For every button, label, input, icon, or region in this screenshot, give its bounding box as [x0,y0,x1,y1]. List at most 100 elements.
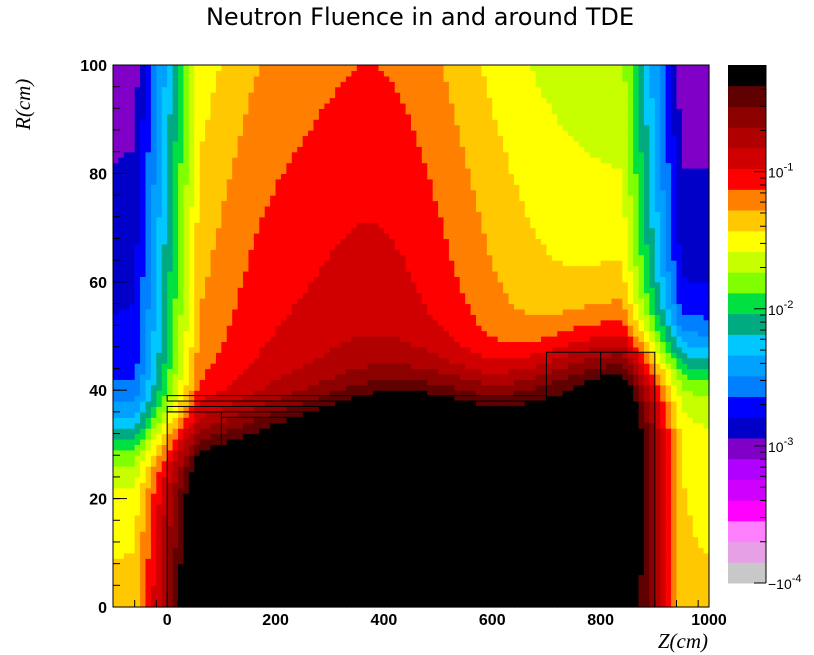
heatmap-cell [275,411,282,418]
heatmap-cell [345,113,352,120]
heatmap-cell [286,173,293,180]
heatmap-cell [194,81,201,88]
heatmap-cell [291,249,298,256]
heatmap-cell [345,563,352,570]
heatmap-cell [226,363,233,370]
heatmap-cell [199,482,206,489]
heatmap-cell [324,352,331,359]
heatmap-cell [345,162,352,169]
heatmap-cell [259,200,266,207]
heatmap-cell [232,341,239,348]
heatmap-cell [318,373,325,380]
heatmap-cell [253,373,260,380]
heatmap-cell [140,281,147,288]
heatmap-cell [215,238,222,245]
heatmap-cell [243,124,250,131]
heatmap-cell [172,596,179,603]
heatmap-cell [194,417,201,424]
heatmap-cell [221,541,228,548]
heatmap-cell [194,536,201,543]
heatmap-cell [161,341,168,348]
heatmap-cell [367,536,374,543]
heatmap-cell [329,173,336,180]
heatmap-cell [113,563,120,570]
heatmap-cell [183,151,190,158]
heatmap-cell [183,249,190,256]
heatmap-cell [297,222,304,229]
heatmap-cell [324,449,331,456]
heatmap-cell [362,384,369,391]
heatmap-cell [286,379,293,386]
heatmap-cell [280,184,287,191]
heatmap-cell [113,476,120,483]
heatmap-cell [308,70,315,77]
heatmap-cell [172,428,179,435]
heatmap-cell [215,157,222,164]
heatmap-cell [156,536,163,543]
heatmap-cell [123,325,130,332]
heatmap-cell [167,379,174,386]
heatmap-cell [194,444,201,451]
heatmap-cell [156,249,163,256]
heatmap-cell [156,124,163,131]
heatmap-cell [178,92,185,99]
heatmap-cell [264,552,271,559]
heatmap-cell [318,81,325,88]
heatmap-cell [194,438,201,445]
heatmap-cell [313,75,320,82]
heatmap-cell [188,417,195,424]
heatmap-cell [340,579,347,586]
heatmap-cell [302,466,309,473]
heatmap-cell [210,200,217,207]
heatmap-cell [123,130,130,137]
heatmap-cell [232,292,239,299]
heatmap-cell [297,314,304,321]
heatmap-cell [134,449,141,456]
heatmap-cell [264,487,271,494]
heatmap-cell [221,276,228,283]
heatmap-cell [264,270,271,277]
heatmap-cell [286,390,293,397]
heatmap-cell [275,384,282,391]
heatmap-cell [264,373,271,380]
heatmap-cell [264,119,271,126]
heatmap-cell [178,569,185,576]
heatmap-cell [302,563,309,570]
heatmap-cell [259,384,266,391]
heatmap-cell [161,433,168,440]
heatmap-cell [232,233,239,240]
heatmap-cell [318,222,325,229]
heatmap-cell [172,444,179,451]
heatmap-cell [226,509,233,516]
heatmap-cell [318,536,325,543]
heatmap-cell [123,140,130,147]
heatmap-cell [232,336,239,343]
heatmap-cell [280,298,287,305]
heatmap-cell [253,541,260,548]
heatmap-cell [286,487,293,494]
heatmap-cell [286,260,293,267]
heatmap-cell [210,167,217,174]
heatmap-cell [270,471,277,478]
heatmap-cell [123,504,130,511]
heatmap-cell [140,466,147,473]
heatmap-cell [178,195,185,202]
heatmap-cell [318,319,325,326]
heatmap-cell [351,243,358,250]
heatmap-cell [113,70,120,77]
heatmap-cell [297,563,304,570]
heatmap-cell [297,140,304,147]
heatmap-cell [259,563,266,570]
heatmap-cell [335,395,342,402]
heatmap-cell [248,157,255,164]
heatmap-cell [194,243,201,250]
heatmap-cell [232,460,239,467]
heatmap-cell [232,113,239,120]
heatmap-cell [215,428,222,435]
heatmap-cell [123,124,130,131]
heatmap-cell [345,119,352,126]
heatmap-cell [324,498,331,505]
heatmap-cell [226,270,233,277]
heatmap-cell [362,563,369,570]
heatmap-cell [129,471,136,478]
